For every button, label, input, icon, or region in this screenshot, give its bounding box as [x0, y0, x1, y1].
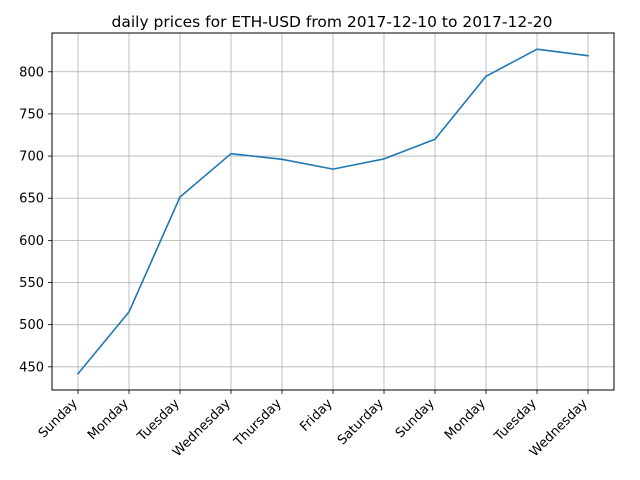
grid-lines: [52, 33, 614, 390]
y-tick-label: 450: [19, 360, 44, 375]
y-tick-label: 600: [19, 234, 44, 249]
chart-title: daily prices for ETH-USD from 2017-12-10…: [112, 13, 553, 31]
y-axis: 450 500 550 600 650 700 750 800: [19, 65, 52, 375]
series-layer: [76, 48, 589, 375]
y-tick-label: 500: [19, 318, 44, 333]
price-line: [76, 48, 589, 375]
y-tick-label: 550: [19, 276, 44, 291]
y-tick-label: 700: [19, 150, 44, 165]
y-tick-label: 750: [19, 107, 44, 122]
y-tick-label: 650: [19, 192, 44, 207]
y-tick-label: 800: [19, 65, 44, 80]
